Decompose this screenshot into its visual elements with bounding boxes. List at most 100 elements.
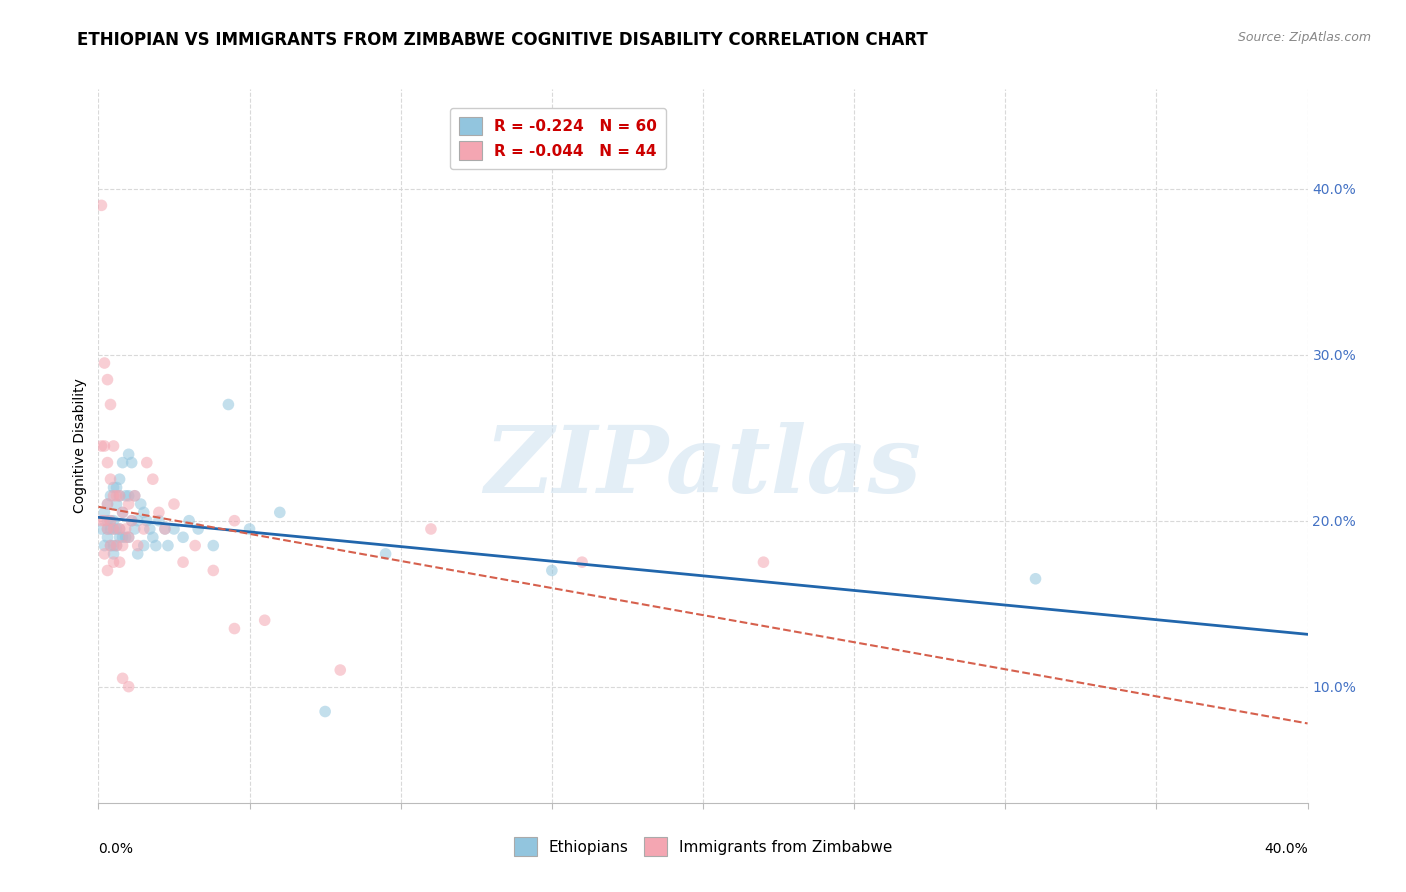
Point (132, 522, 155, 536)
Point (571, 555, 593, 569)
Text: ZIPatlas: ZIPatlas (485, 423, 921, 512)
Point (105, 522, 128, 536)
Point (111, 505, 134, 519)
Point (114, 489, 136, 503)
Point (93, 514, 115, 528)
Point (93, 439, 115, 453)
Point (420, 522, 443, 536)
Point (90, 514, 112, 528)
Text: 0.0%: 0.0% (98, 842, 134, 856)
Point (103, 489, 125, 503)
Point (100, 489, 122, 503)
Point (96, 456, 118, 470)
Point (153, 522, 176, 536)
Y-axis label: Cognitive Disability: Cognitive Disability (73, 378, 87, 514)
Point (105, 489, 128, 503)
Point (111, 456, 134, 470)
Point (96, 522, 118, 536)
Point (93, 505, 115, 519)
Point (121, 514, 143, 528)
Point (184, 539, 207, 553)
Point (156, 539, 179, 553)
Point (111, 671, 134, 685)
Point (103, 481, 125, 495)
Text: 40.0%: 40.0% (1264, 842, 1308, 856)
Point (132, 505, 155, 519)
Point (90, 198, 112, 212)
Point (108, 489, 131, 503)
Point (111, 539, 134, 553)
Point (103, 522, 125, 536)
Point (540, 564, 562, 578)
Point (329, 663, 352, 677)
Point (111, 530, 134, 544)
Point (93, 547, 115, 561)
Point (129, 497, 152, 511)
Point (93, 356, 115, 370)
Point (124, 522, 146, 536)
Point (145, 539, 167, 553)
Point (103, 555, 125, 569)
Point (90, 522, 112, 536)
Point (100, 514, 122, 528)
Point (135, 456, 157, 470)
Point (172, 555, 194, 569)
Point (135, 514, 157, 528)
Point (124, 489, 146, 503)
Point (118, 680, 141, 694)
Point (224, 622, 246, 636)
Point (108, 555, 131, 569)
Point (127, 539, 149, 553)
Point (100, 522, 122, 536)
Point (172, 530, 194, 544)
Point (142, 472, 165, 486)
Point (118, 530, 141, 544)
Point (100, 539, 122, 553)
Point (96, 564, 118, 578)
Point (114, 522, 136, 536)
Point (111, 505, 134, 519)
Point (108, 530, 131, 544)
Text: Source: ZipAtlas.com: Source: ZipAtlas.com (1237, 31, 1371, 45)
Point (163, 497, 186, 511)
Point (121, 456, 143, 470)
Point (314, 705, 336, 719)
Point (118, 489, 141, 503)
Point (374, 547, 396, 561)
Point (132, 539, 155, 553)
Point (253, 613, 276, 627)
Legend: R = -0.224   N = 60, R = -0.044   N = 44: R = -0.224 N = 60, R = -0.044 N = 44 (450, 108, 666, 169)
Point (103, 547, 125, 561)
Point (121, 514, 143, 528)
Point (179, 514, 201, 528)
Point (1024, 572, 1046, 586)
Text: ETHIOPIAN VS IMMIGRANTS FROM ZIMBABWE COGNITIVE DISABILITY CORRELATION CHART: ETHIOPIAN VS IMMIGRANTS FROM ZIMBABWE CO… (77, 31, 928, 49)
Point (96, 497, 118, 511)
Point (96, 530, 118, 544)
Point (118, 447, 141, 461)
Point (118, 530, 141, 544)
Point (217, 397, 239, 411)
Point (105, 539, 128, 553)
Point (127, 514, 149, 528)
Point (239, 522, 262, 536)
Point (142, 530, 165, 544)
Point (100, 472, 122, 486)
Point (187, 522, 209, 536)
Point (108, 522, 131, 536)
Point (108, 489, 131, 503)
Point (93, 539, 115, 553)
Point (103, 439, 125, 453)
Point (96, 522, 118, 536)
Point (108, 472, 131, 486)
Point (124, 489, 146, 503)
Point (118, 497, 141, 511)
Point (96, 373, 118, 387)
Point (100, 397, 122, 411)
Point (105, 481, 128, 495)
Point (202, 539, 225, 553)
Legend: Ethiopians, Immigrants from Zimbabwe: Ethiopians, Immigrants from Zimbabwe (508, 831, 898, 862)
Point (148, 514, 170, 528)
Point (163, 522, 186, 536)
Point (202, 564, 225, 578)
